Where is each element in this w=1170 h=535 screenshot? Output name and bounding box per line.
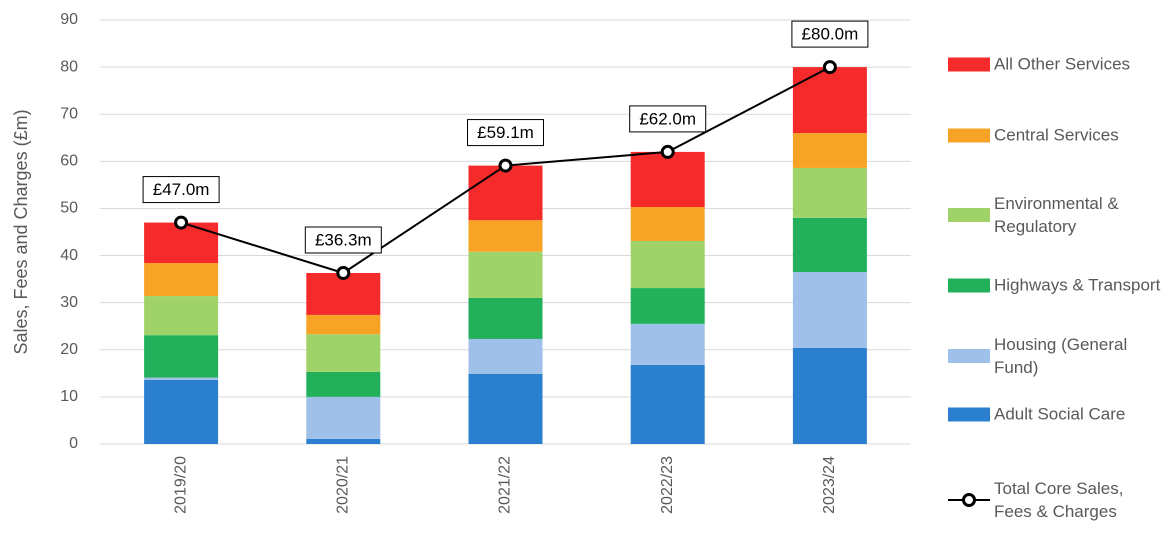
legend-label: Environmental & Regulatory [994, 194, 1119, 236]
legend-label: Total Core Sales, Fees & Charges [994, 479, 1124, 521]
y-tick-label: 10 [60, 388, 78, 405]
bar-segment [144, 296, 219, 336]
legend-label: All Other Services [994, 54, 1131, 74]
legend-entry: All Other Services [948, 53, 1164, 76]
x-tick-label: 2019/20 [172, 456, 189, 514]
bar-segment [468, 297, 543, 339]
y-tick-label: 20 [60, 341, 78, 358]
bar-segment [630, 288, 705, 324]
legend-entry: Housing (General Fund) [948, 333, 1164, 379]
x-tick-label: 2021/22 [497, 456, 514, 514]
legend-entry: Environmental & Regulatory [948, 192, 1164, 238]
label-box [467, 119, 544, 147]
total-point [498, 158, 513, 173]
bar-segment [630, 240, 705, 289]
bar-segment [306, 314, 381, 335]
legend-entry: Adult Social Care [948, 403, 1164, 426]
bar-segment [630, 151, 705, 208]
legend-label: Adult Social Care [994, 404, 1126, 424]
total-point [336, 265, 351, 280]
data-label: £59.1m [477, 123, 534, 142]
bar-segment [306, 371, 381, 397]
y-tick-label: 70 [60, 105, 78, 122]
total-point [174, 215, 189, 230]
legend-swatch [948, 278, 990, 292]
bar-segment [306, 438, 381, 444]
legend-entry: Total Core Sales, Fees & Charges [948, 477, 1164, 523]
y-tick-label: 0 [69, 435, 78, 452]
data-label: £80.0m [802, 25, 859, 44]
legend-entry: Central Services [948, 124, 1164, 147]
bar-segment [630, 207, 705, 241]
label-box [304, 226, 382, 254]
label-box [791, 20, 869, 48]
legend-swatch [948, 208, 990, 222]
bar-segment [468, 338, 543, 374]
legend-entry: Highways & Transport [948, 274, 1164, 297]
legend-label: Central Services [994, 125, 1119, 145]
bar-segment [468, 220, 543, 252]
bar-segment [630, 364, 705, 444]
bar-segment [792, 67, 867, 134]
legend-swatch [948, 128, 990, 142]
bar-segment [792, 167, 867, 218]
bar-segment [792, 272, 867, 348]
total-point [660, 144, 675, 159]
data-label: £62.0m [639, 109, 696, 128]
x-tick-label: 2023/24 [821, 456, 838, 514]
bar-segment [792, 133, 867, 168]
bar-segment [468, 165, 543, 221]
y-tick-label: 90 [60, 11, 78, 28]
bar-segment [306, 396, 381, 439]
bar-segment [144, 335, 219, 378]
total-point [822, 60, 837, 75]
data-label: £47.0m [153, 180, 210, 199]
y-tick-label: 50 [60, 200, 78, 217]
bar-segment [630, 323, 705, 365]
label-box [629, 105, 707, 133]
y-tick-label: 60 [60, 153, 78, 170]
y-tick-label: 40 [60, 247, 78, 264]
y-tick-label: 80 [60, 58, 78, 75]
bar-segment [144, 263, 219, 297]
legend-label: Housing (General Fund) [994, 335, 1128, 377]
x-tick-label: 2020/21 [335, 456, 352, 514]
bar-segment [792, 347, 867, 444]
bar-segment [792, 217, 867, 273]
legend-line-icon [948, 493, 990, 507]
bar-segment [468, 251, 543, 298]
y-tick-label: 30 [60, 294, 78, 311]
bar-segment [468, 373, 543, 444]
bar-segment [144, 379, 219, 444]
x-tick-label: 2022/23 [659, 456, 676, 514]
bar-segment [144, 377, 219, 380]
data-label: £36.3m [315, 230, 372, 249]
legend-swatch [948, 57, 990, 71]
legend-swatch [948, 407, 990, 421]
legend-swatch [948, 349, 990, 363]
legend-label: Highways & Transport [994, 275, 1161, 295]
label-box [142, 176, 220, 204]
y-axis-title: Sales, Fees and Charges (£m) [11, 109, 31, 354]
legend-swatch [948, 492, 990, 508]
bar-segment [306, 334, 381, 372]
